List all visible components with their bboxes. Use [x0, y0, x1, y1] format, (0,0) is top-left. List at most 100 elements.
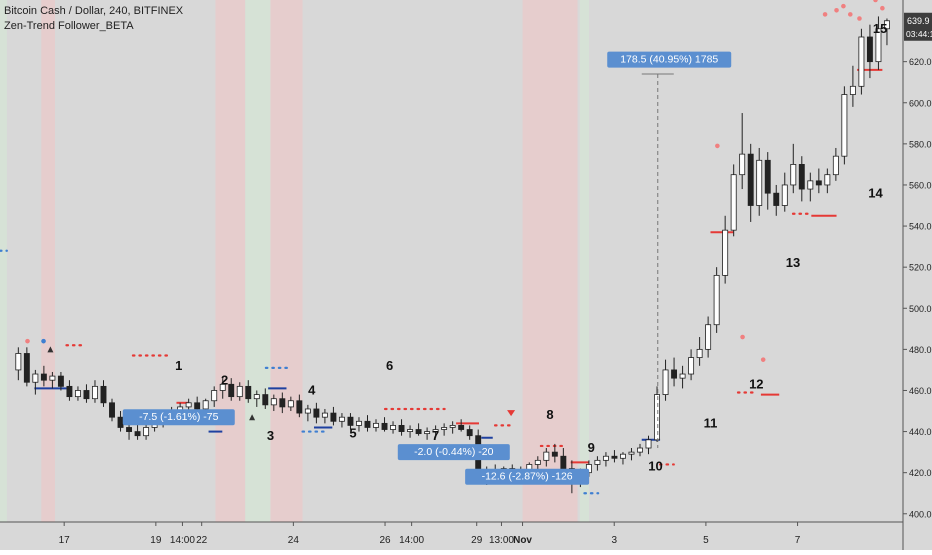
x-tick-label: 5 [703, 535, 709, 546]
y-tick-label: 600.0 [909, 98, 932, 108]
bull-candle [424, 431, 431, 435]
measurement-box [122, 409, 235, 426]
bull-candle [849, 85, 856, 95]
red-signal-dot [841, 3, 846, 9]
bear-candle [381, 422, 388, 430]
measurement-box [397, 444, 510, 461]
bear-candle [364, 420, 371, 428]
trend-band-up [245, 0, 271, 522]
time-axis-background [0, 522, 903, 550]
y-tick-label: 420.0 [909, 468, 932, 478]
y-tick-label: 560.0 [909, 180, 932, 190]
x-tick-label: 24 [288, 535, 300, 546]
bull-candle [543, 451, 550, 461]
y-tick-label: 440.0 [909, 427, 932, 437]
bull-candle [449, 425, 456, 428]
wave-label-7: 7 [432, 428, 439, 443]
bull-candle [185, 402, 192, 408]
bull-candle [236, 385, 243, 398]
x-tick-label: 13:00 [489, 535, 514, 546]
x-tick-label: 22 [196, 535, 208, 546]
bull-candle [143, 427, 150, 437]
bear-candle [773, 192, 780, 206]
wave-label-13: 13 [786, 255, 800, 270]
red-signal-dot [880, 5, 885, 11]
bear-candle [866, 36, 873, 63]
measurement-label: -12.6 (-2.87%) -126 [482, 471, 573, 483]
wave-label-9: 9 [588, 440, 595, 455]
wave-label-4: 4 [308, 383, 316, 398]
bull-candle [356, 420, 362, 426]
x-tick-label: 3 [611, 535, 617, 546]
wave-label-12: 12 [749, 376, 763, 391]
blue-signal-dot [41, 338, 46, 344]
wave-label-1: 1 [175, 358, 182, 373]
trend-band-up [0, 0, 7, 522]
bull-candle [654, 394, 660, 441]
bear-candle [560, 455, 567, 469]
measurements: -7.5 (-1.61%) -75 -2.0 (-0.44%) -20 -12.6 … [122, 51, 732, 485]
bear-candle [279, 398, 286, 408]
x-tick-label: 14:00 [399, 535, 424, 546]
bull-candle [637, 447, 643, 453]
bear-candle [466, 429, 473, 437]
bull-candle [432, 429, 439, 432]
symbol-title: Bitcoin Cash / Dollar, 240, BITFINEX [4, 5, 184, 17]
red-signal-dot [873, 0, 878, 3]
y-tick-label: 580.0 [909, 139, 932, 149]
bear-candle [66, 385, 73, 398]
wave-label-11: 11 [704, 415, 718, 430]
bear-candle [83, 390, 90, 400]
indicator-name: Zen-Trend Follower_BETA [4, 20, 134, 32]
trend-band-down [41, 0, 56, 522]
bear-candle [23, 353, 30, 383]
price-axis[interactable]: 400.0 420.0 440.0 460.0 480.0 500.0 520.0 540.0… [903, 57, 932, 519]
bull-candle [202, 400, 209, 410]
bear-candle [747, 153, 754, 206]
bull-candle [679, 373, 686, 379]
y-tick-label: 480.0 [909, 345, 932, 355]
bull-candle [620, 453, 626, 459]
x-tick-label: 14:00 [170, 535, 195, 546]
triangle-up-icon [47, 346, 54, 353]
price-axis-background [903, 0, 932, 550]
time-axis[interactable]: 17 19 14:00 22 24 26 14:00 29 13:00 Nov 3 5 7 [59, 522, 801, 546]
bear-candle [57, 375, 64, 387]
bear-candle [109, 402, 115, 418]
bull-candle [875, 28, 882, 63]
bull-candle [841, 94, 848, 157]
chart-legend: Bitcoin Cash / Dollar, 240, BITFINEX Zen… [4, 4, 183, 34]
bull-candle [781, 184, 788, 206]
trend-band-down [215, 0, 246, 522]
bull-candle [407, 429, 414, 432]
bull-candle [373, 422, 379, 428]
bear-candle [262, 394, 269, 406]
y-tick-label: 520.0 [909, 263, 932, 273]
bull-candle [832, 155, 839, 176]
bull-candle [713, 274, 720, 326]
red-signal-dot [715, 143, 720, 149]
bear-candle [194, 402, 201, 410]
bull-candle [756, 159, 763, 206]
x-tick-label: 29 [471, 535, 483, 546]
bear-candle [798, 164, 805, 190]
bull-candle [807, 180, 814, 190]
bear-candle [126, 427, 132, 432]
bull-candle [15, 353, 22, 371]
bull-candle [287, 400, 294, 408]
bull-candle [858, 36, 865, 87]
bull-candle [338, 416, 345, 422]
bull-candle [645, 439, 652, 449]
bull-candle [594, 459, 601, 465]
bear-candle [296, 400, 303, 414]
trend-band-down [522, 0, 578, 522]
triangle-down-icon [507, 410, 516, 417]
bear-candle [313, 408, 320, 418]
red-signal-dot [822, 12, 828, 17]
bull-candle [304, 408, 311, 414]
y-tick-label: 400.0 [909, 509, 932, 519]
x-tick-label: Nov [513, 535, 532, 546]
wave-label-15: 15 [873, 21, 887, 36]
